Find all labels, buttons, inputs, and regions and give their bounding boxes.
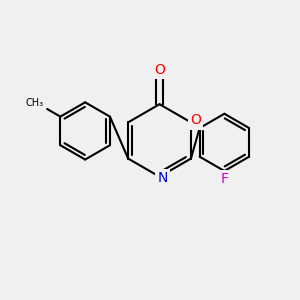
Text: O: O xyxy=(190,113,201,128)
Text: O: O xyxy=(154,63,165,77)
Text: N: N xyxy=(157,171,168,185)
Text: F: F xyxy=(220,172,228,186)
Text: CH₃: CH₃ xyxy=(25,98,43,108)
